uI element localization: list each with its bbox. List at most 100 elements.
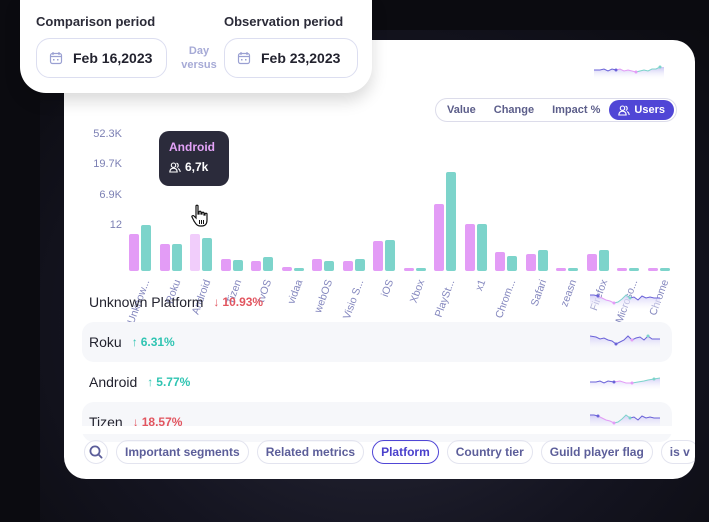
arrow-down-icon: ↓ — [213, 295, 220, 309]
observation-date-value: Feb 23,2023 — [261, 50, 341, 66]
segment-row[interactable]: Unknown Platform ↓ 10.93% — [82, 282, 672, 322]
tooltip-value-row: 6,7k — [169, 160, 219, 174]
bar-observation[interactable] — [507, 256, 517, 271]
arrow-up-icon: ↑ — [131, 335, 138, 349]
segment-change: ↑ 6.31% — [132, 335, 175, 349]
bar-comparison[interactable] — [190, 234, 200, 271]
search-button[interactable] — [84, 440, 108, 464]
comparison-date-field[interactable]: Feb 16,2023 — [36, 38, 167, 78]
toggle-users[interactable]: Users — [609, 100, 674, 120]
bar-observation[interactable] — [324, 261, 334, 271]
bar-comparison[interactable] — [647, 268, 658, 271]
bar-observation[interactable] — [141, 225, 151, 271]
bar-comparison[interactable] — [281, 267, 292, 271]
list-fade — [82, 426, 672, 434]
hand-cursor-icon — [191, 204, 208, 227]
bar-comparison[interactable] — [129, 234, 139, 271]
y-tick: 52.3K — [93, 128, 122, 140]
date-period-card: Comparison period Observation period Feb… — [20, 0, 372, 93]
segment-name: Unknown Platform — [89, 294, 204, 310]
filter-chips: Important segments Related metrics Platf… — [84, 440, 695, 464]
segment-change-value: 10.93% — [222, 295, 264, 309]
chip-important-segments[interactable]: Important segments — [116, 440, 249, 464]
bar-observation[interactable] — [385, 240, 395, 271]
arrow-up-icon: ↑ — [147, 375, 154, 389]
y-tick: 6.9K — [99, 189, 122, 201]
segment-change-value: 18.57% — [141, 415, 183, 429]
y-tick: 19.7K — [93, 158, 122, 170]
segment-change-value: 5.77% — [156, 375, 191, 389]
toggle-change[interactable]: Change — [493, 104, 535, 116]
chip-truncated[interactable]: is v — [660, 440, 695, 464]
tooltip-title: Android — [169, 140, 215, 154]
users-icon — [618, 104, 631, 116]
chip-guild-player-flag[interactable]: Guild player flag — [540, 440, 653, 464]
users-icon — [169, 161, 181, 173]
segment-change-value: 6.31% — [140, 335, 175, 349]
metric-toggle: Value Change Impact % Users — [435, 98, 677, 122]
chip-country-tier[interactable]: Country tier — [446, 440, 533, 464]
bar-comparison[interactable] — [617, 268, 627, 271]
bar-observation[interactable] — [568, 268, 578, 271]
bar-comparison[interactable] — [159, 244, 170, 271]
segment-name: Roku — [89, 334, 122, 350]
bar-observation[interactable] — [202, 238, 212, 271]
segment-analysis-card: Value Change Impact % Users 52.3K 19.7K … — [64, 40, 695, 479]
bar-comparison[interactable] — [556, 268, 566, 271]
y-tick: 12 — [109, 219, 122, 231]
bar-comparison[interactable] — [342, 261, 353, 271]
bar-observation[interactable] — [598, 250, 609, 271]
comparison-period-label: Comparison period — [36, 14, 156, 29]
segment-row[interactable]: Tizen ↓ 18.57% — [82, 402, 672, 442]
bar-observation[interactable] — [476, 224, 487, 271]
bar-observation[interactable] — [232, 260, 243, 271]
toggle-impact[interactable]: Impact % — [552, 104, 601, 116]
chip-platform[interactable]: Platform — [372, 440, 439, 464]
sparkline-icon — [590, 294, 660, 310]
bar-comparison[interactable] — [403, 268, 414, 271]
bar-observation[interactable] — [354, 259, 365, 271]
segment-row[interactable]: Roku ↑ 6.31% — [82, 322, 672, 362]
bar-comparison[interactable] — [312, 259, 322, 271]
bar-comparison[interactable] — [251, 261, 261, 271]
bar-comparison[interactable] — [220, 259, 231, 271]
arrow-down-icon: ↓ — [132, 415, 139, 429]
segment-name: Android — [89, 374, 138, 390]
toggle-users-label: Users — [634, 104, 665, 116]
bar-observation[interactable] — [293, 268, 304, 271]
versus-line1: Day — [188, 45, 210, 57]
tooltip-value: 6,7k — [185, 160, 209, 174]
bar-observation[interactable] — [263, 257, 273, 271]
sparkline-icon — [590, 334, 660, 350]
calendar-icon — [49, 52, 63, 65]
segment-change: ↑ 5.77% — [147, 375, 190, 389]
bar-observation[interactable] — [415, 268, 426, 271]
bar-observation[interactable] — [171, 244, 182, 271]
bar-comparison[interactable] — [464, 224, 475, 271]
bar-comparison[interactable] — [373, 241, 383, 271]
versus-label: Day versus — [174, 44, 224, 72]
observation-period-label: Observation period — [224, 14, 344, 29]
observation-date-field[interactable]: Feb 23,2023 — [224, 38, 358, 78]
segment-change: ↓ 10.93% — [213, 295, 263, 309]
sparkline-icon — [590, 377, 660, 390]
calendar-icon — [237, 52, 251, 65]
bar-comparison[interactable] — [434, 204, 444, 271]
bar-comparison[interactable] — [495, 252, 505, 271]
comparison-date-value: Feb 16,2023 — [73, 50, 153, 66]
versus-line2: versus — [181, 59, 217, 71]
platform-bar-chart: 52.3K 19.7K 6.9K 12 Unknow... Roku Android… — [64, 120, 695, 325]
bar-observation[interactable] — [629, 268, 639, 271]
header-sparkline-icon — [594, 65, 664, 80]
search-icon — [89, 445, 103, 459]
bar-observation[interactable] — [659, 268, 670, 271]
toggle-value[interactable]: Value — [447, 104, 476, 116]
bar-comparison[interactable] — [586, 254, 597, 271]
bar-observation[interactable] — [537, 250, 548, 271]
chip-related-metrics[interactable]: Related metrics — [256, 440, 365, 464]
bar-observation[interactable] — [446, 172, 456, 271]
chart-tooltip: Android 6,7k — [159, 131, 229, 186]
segment-row[interactable]: Android ↑ 5.77% — [82, 362, 672, 402]
bar-comparison[interactable] — [525, 254, 536, 271]
